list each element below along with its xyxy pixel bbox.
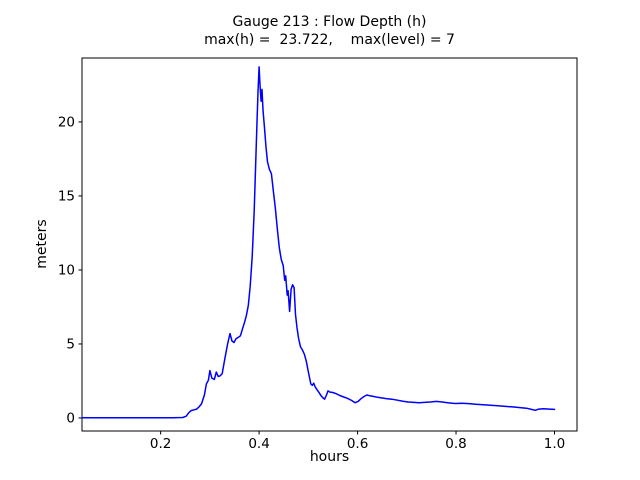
y-tick-label: 0 <box>66 410 75 426</box>
x-tick-label: 0.8 <box>445 436 466 452</box>
ticks-layer: 0.2 0.4 0.6 0.8 1.0 0 5 10 15 20 <box>58 114 565 452</box>
x-axis-label: hours <box>309 449 350 465</box>
x-tick-label: 0.6 <box>347 436 368 452</box>
chart-title: Gauge 213 : Flow Depth (h) <box>232 14 427 30</box>
y-tick-label: 5 <box>66 336 75 352</box>
y-axis-label: meters <box>34 219 50 269</box>
y-tick-label: 10 <box>58 262 75 278</box>
axes-frame <box>81 57 578 432</box>
x-tick-label: 0.2 <box>150 436 171 452</box>
y-tick-label: 20 <box>58 114 75 130</box>
flow-depth-line <box>81 66 556 419</box>
x-tick-label: 1.0 <box>544 436 565 452</box>
y-tick-label: 15 <box>58 188 75 204</box>
x-tick-label: 0.4 <box>248 436 269 452</box>
chart-subtitle: max(h) = 23.722, max(level) = 7 <box>204 32 455 48</box>
